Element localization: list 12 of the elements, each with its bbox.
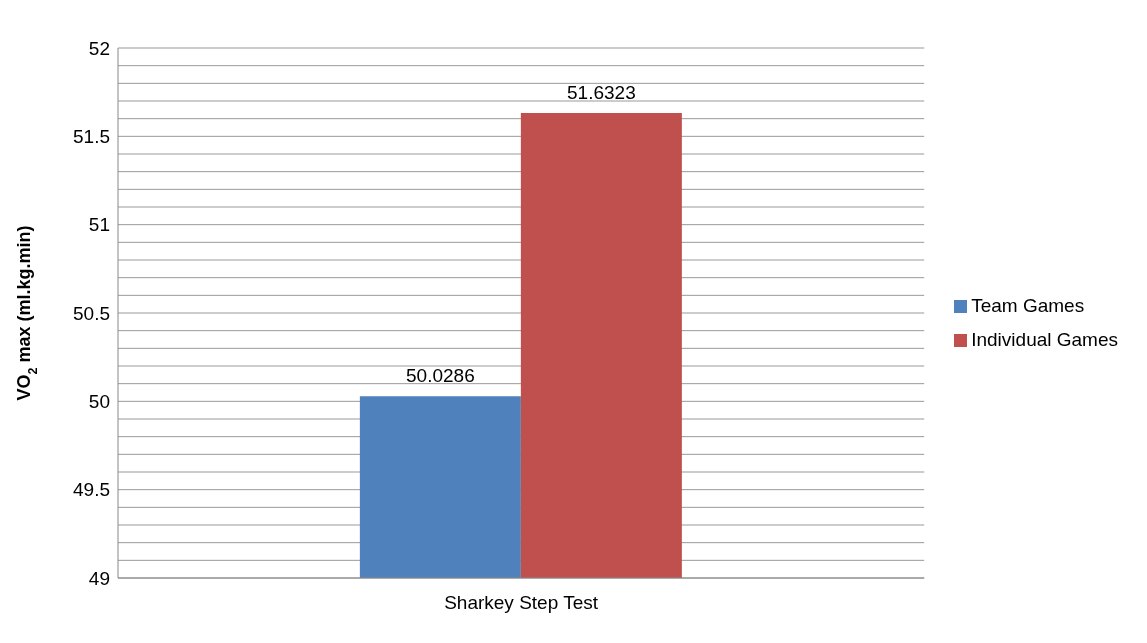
legend-label: Team Games [971, 295, 1085, 316]
y-tick-label: 52 [88, 37, 110, 59]
y-tick-label: 50 [88, 391, 110, 413]
legend-label: Individual Games [971, 329, 1118, 350]
y-tick-label: 51.5 [73, 126, 110, 148]
y-tick-label: 50.5 [73, 302, 110, 324]
x-tick-label: Sharkey Step Test [444, 592, 599, 614]
y-tick-label: 49 [88, 567, 110, 589]
y-tick-label: 49.5 [73, 479, 110, 501]
data-label: 51.6323 [567, 81, 636, 103]
y-tick-label: 51 [88, 214, 110, 236]
data-label: 50.0286 [406, 365, 475, 387]
